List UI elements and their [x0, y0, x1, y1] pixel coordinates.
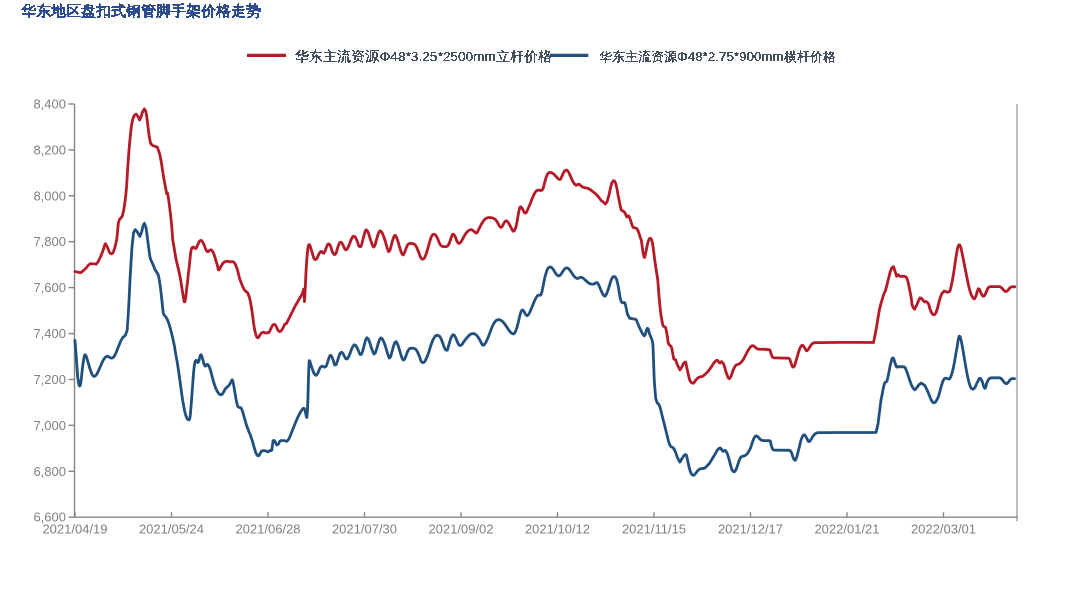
svg-text:2021/10/12: 2021/10/12 — [525, 522, 590, 537]
svg-text:2021/07/30: 2021/07/30 — [332, 522, 397, 537]
svg-text:2022/03/01: 2022/03/01 — [911, 522, 976, 537]
svg-text:8,200: 8,200 — [33, 142, 66, 157]
svg-text:2021/05/24: 2021/05/24 — [139, 522, 204, 537]
svg-text:8,400: 8,400 — [33, 97, 66, 112]
svg-text:8,000: 8,000 — [33, 188, 66, 203]
svg-text:7,400: 7,400 — [33, 326, 66, 341]
svg-text:2021/11/15: 2021/11/15 — [622, 522, 686, 537]
svg-text:2021/04/19: 2021/04/19 — [42, 522, 107, 537]
svg-text:6,600: 6,600 — [33, 510, 66, 525]
svg-text:7,000: 7,000 — [33, 418, 66, 433]
svg-text:2021/09/02: 2021/09/02 — [428, 522, 493, 537]
svg-text:7,600: 7,600 — [33, 280, 66, 295]
svg-text:7,200: 7,200 — [33, 372, 66, 387]
svg-text:2021/06/28: 2021/06/28 — [235, 522, 300, 537]
svg-text:2021/12/17: 2021/12/17 — [718, 522, 783, 537]
svg-text:6,800: 6,800 — [33, 464, 66, 479]
svg-text:2022/01/21: 2022/01/21 — [814, 522, 879, 537]
svg-text:7,800: 7,800 — [33, 234, 66, 249]
